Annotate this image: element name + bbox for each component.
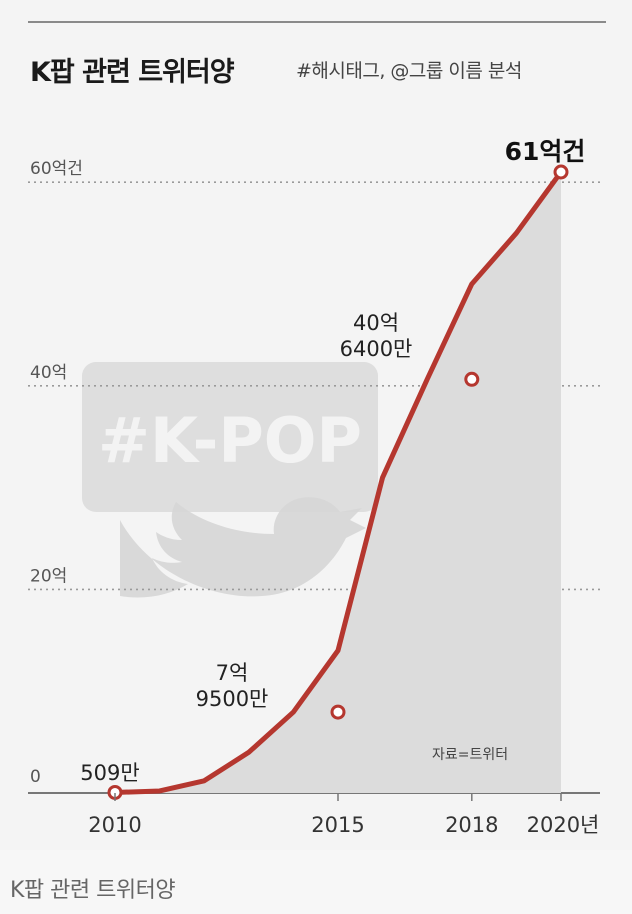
data-label: 509만 <box>80 761 139 785</box>
data-markers <box>107 164 569 800</box>
data-label-line: 509만 <box>80 761 139 785</box>
top-rule <box>28 21 606 23</box>
twitter-bird-icon <box>120 497 366 598</box>
chart-title: K팝 관련 트위터양 <box>30 57 235 88</box>
y-tick-label: 60억건 <box>30 159 83 179</box>
watermark-text: #K-POP <box>98 404 362 477</box>
area-fill <box>115 172 561 793</box>
series-line <box>112 169 564 795</box>
x-tick-label: 2018 <box>445 813 498 837</box>
area-shape <box>115 172 561 793</box>
data-marker <box>464 371 480 387</box>
chart-subtitle: #해시태그, @그룹 이름 분석 <box>296 60 522 82</box>
source-note: 자료=트위터 <box>432 747 508 763</box>
data-label: 40억 6400만 <box>340 311 413 361</box>
data-label-line: 6400만 <box>340 337 413 361</box>
image-caption: K팝 관련 트위터양 <box>10 878 176 903</box>
x-tick-label: 2015 <box>311 813 364 837</box>
x-tick-label: 2020년 <box>527 813 600 837</box>
watermark-badge <box>82 362 378 512</box>
data-label-line: 9500만 <box>196 687 269 711</box>
series-polyline <box>112 169 564 795</box>
watermark: #K-POP <box>82 362 378 598</box>
data-label: 61억건 <box>505 137 586 166</box>
data-label: 7억 9500만 <box>196 661 269 711</box>
data-label-line: 61억건 <box>505 137 586 166</box>
source-label: 자료=트위터 <box>432 747 508 763</box>
y-tick-label: 0 <box>30 767 41 787</box>
data-annotations: 509만 7억 9500만 40억 6400만 61억건 <box>80 137 585 785</box>
x-tick-label: 2010 <box>88 813 141 837</box>
data-marker <box>553 164 569 180</box>
x-axis-labels: 2010 2015 2018 2020년 <box>88 793 599 837</box>
y-axis-labels: 0 20억 40억 60억건 <box>30 159 83 787</box>
data-label-line: 7억 <box>216 661 249 685</box>
area-chart: #K-POP 0 20억 40억 60억건 2010 2015 2018 2020년 509… <box>28 137 600 837</box>
y-tick-label: 20억 <box>30 566 67 586</box>
chart-card: K팝 관련 트위터양 #해시태그, @그룹 이름 분석 #K-POP 0 20억 4… <box>28 21 606 837</box>
data-label-line: 40억 <box>353 311 399 335</box>
data-marker <box>330 704 346 720</box>
y-tick-label: 40억 <box>30 363 67 383</box>
